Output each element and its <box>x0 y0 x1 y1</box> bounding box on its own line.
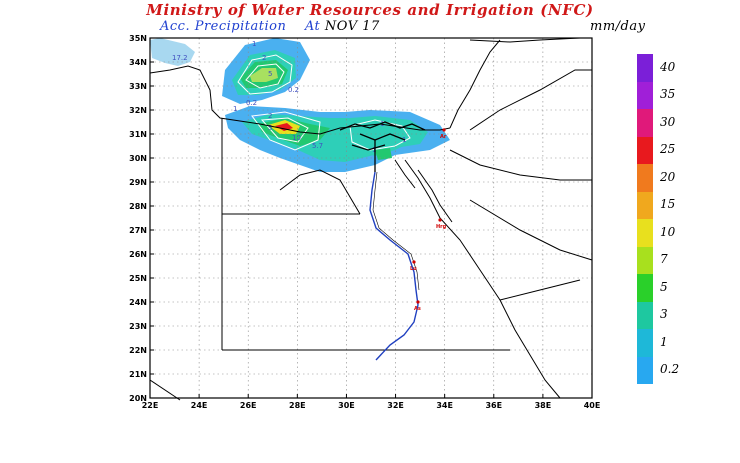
lat-tick-label: 32N <box>129 106 147 115</box>
contour-label: 17.2 <box>172 54 188 62</box>
grid-lines <box>150 38 592 398</box>
lat-tick-label: 35N <box>129 34 147 43</box>
lon-tick-label: 38E <box>535 401 552 410</box>
lat-tick-label: 23N <box>129 322 147 331</box>
lon-tick-label: 36E <box>485 401 502 410</box>
colorbar-level-label: 30 <box>660 114 676 129</box>
colorbar-segment <box>637 219 653 247</box>
map-outlines <box>149 37 593 401</box>
lat-tick-label: 34N <box>129 58 147 67</box>
contour-label: 5 <box>268 124 272 132</box>
delta-lines <box>339 121 426 172</box>
lat-tick-label: 33N <box>129 82 147 91</box>
city-markers: Ar Hrg Lu As <box>410 128 447 312</box>
axis-ticks: 35N 34N 33N 32N 31N 30N 29N 28N 27N 26N 25N 24N 23N 2… <box>129 34 600 410</box>
lat-tick-label: 24N <box>129 298 147 307</box>
lat-tick-label: 31N <box>129 130 147 139</box>
colorbar-segment <box>637 136 653 164</box>
colorbar-level-label: 20 <box>660 169 676 184</box>
page-title: Ministry of Water Resources and Irrigati… <box>146 1 594 19</box>
colorbar-level-label: 35 <box>660 87 676 102</box>
lat-tick-label: 29N <box>129 178 147 187</box>
at-label: At <box>304 19 321 34</box>
colorbar-segment <box>637 191 653 219</box>
contour-label: 0.2 <box>288 86 299 94</box>
contour-label: 5 <box>268 70 272 78</box>
colorbar-level-label: 1 <box>660 334 668 349</box>
lat-tick-label: 25N <box>129 274 147 283</box>
colorbar-segment <box>637 164 653 192</box>
colorbar-level-label: 25 <box>660 142 676 157</box>
colorbar-segment <box>637 301 653 329</box>
precip-fill <box>150 38 450 172</box>
colorbar-level-label: 15 <box>660 197 676 212</box>
lat-tick-label: 20N <box>129 394 147 403</box>
contour-label: 1 <box>372 146 376 154</box>
colorbar-level-label: 3 <box>660 307 668 322</box>
contour-label: 1 <box>233 105 237 113</box>
colorbar-segment <box>637 54 653 82</box>
colorbar-level-label: 0.2 <box>660 362 680 377</box>
contour-label: 2 <box>262 54 266 62</box>
city-label: As <box>414 306 421 312</box>
colorbar-level-label: 5 <box>660 279 668 294</box>
lon-tick-label: 32E <box>387 401 404 410</box>
city-label: Lu <box>410 266 417 272</box>
lon-tick-label: 40E <box>584 401 601 410</box>
contour-label: 5.7 <box>312 142 323 150</box>
colorbar-level-label: 7 <box>660 252 668 267</box>
colorbar-segment <box>637 329 653 357</box>
date-label: NOV 17 <box>324 19 380 34</box>
colorbar-level-label: 10 <box>660 224 676 239</box>
colorbar <box>637 54 657 384</box>
colorbar-segment <box>637 246 653 274</box>
colorbar-segment <box>637 81 653 109</box>
contour-label: 10 <box>292 134 301 142</box>
contour-label: 2 <box>268 112 272 120</box>
lon-tick-label: 28E <box>289 401 306 410</box>
lat-tick-label: 22N <box>129 346 147 355</box>
colorbar-segment <box>637 356 653 384</box>
colorbar-segment <box>637 109 653 137</box>
lon-tick-label: 22E <box>142 401 159 410</box>
subtitle-text: Acc. Precipitation <box>160 19 287 34</box>
lon-tick-label: 26E <box>240 401 257 410</box>
contour-label: 0.2 <box>246 99 257 107</box>
units-label: mm/day <box>590 19 646 34</box>
lat-tick-label: 30N <box>129 154 147 163</box>
lat-tick-label: 28N <box>129 202 147 211</box>
city-label: Ar <box>440 134 447 140</box>
lat-tick-label: 27N <box>129 226 147 235</box>
lon-tick-label: 30E <box>338 401 355 410</box>
lon-tick-label: 24E <box>191 401 208 410</box>
colorbar-level-label: 40 <box>660 59 676 74</box>
city-label: Hrg <box>436 224 447 230</box>
contour-label: 1 <box>252 40 256 48</box>
colorbar-segment <box>637 274 653 302</box>
subtitle: Acc. Precipitation At NOV 17 <box>160 19 380 34</box>
contour-lines <box>237 54 411 151</box>
map-frame <box>149 37 593 399</box>
lat-tick-label: 21N <box>129 370 147 379</box>
lon-tick-label: 34E <box>436 401 453 410</box>
lat-tick-label: 26N <box>129 250 147 259</box>
